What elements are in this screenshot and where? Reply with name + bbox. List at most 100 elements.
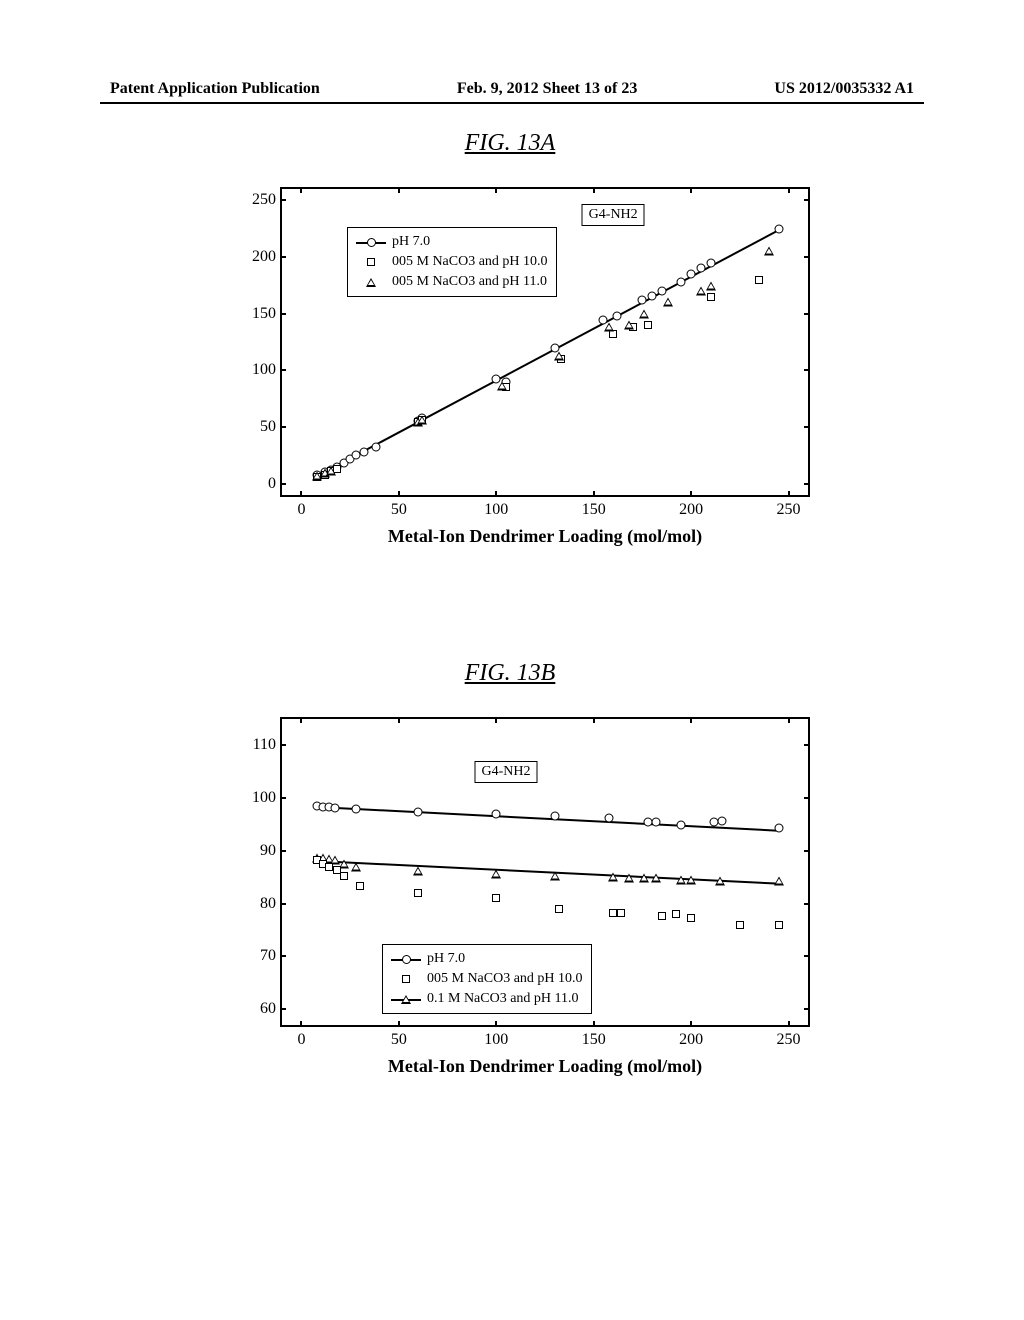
data-point-triangle (686, 876, 696, 885)
data-point-triangle (413, 866, 423, 875)
data-point-triangle (554, 351, 564, 360)
data-point-circle (677, 820, 686, 829)
data-point-circle (613, 311, 622, 320)
ytick-label: 100 (252, 361, 282, 379)
data-point-triangle (706, 282, 716, 291)
data-point-triangle (764, 247, 774, 256)
data-point-triangle (624, 873, 634, 882)
data-point-triangle (604, 323, 614, 332)
data-point-circle (677, 277, 686, 286)
chart-annotation: G4-NH2 (582, 204, 645, 226)
data-point-circle (648, 291, 657, 300)
data-point-square (617, 909, 625, 917)
data-point-square (775, 921, 783, 929)
data-point-circle (352, 804, 361, 813)
trend-line (317, 860, 779, 884)
data-point-square (687, 914, 695, 922)
data-point-triangle (608, 873, 618, 882)
xtick-label: 200 (679, 495, 703, 519)
data-point-square (707, 293, 715, 301)
data-point-circle (550, 811, 559, 820)
xtick-label: 100 (484, 495, 508, 519)
data-point-circle (492, 809, 501, 818)
header-divider (100, 102, 924, 104)
data-point-triangle (639, 874, 649, 883)
data-point-triangle (351, 862, 361, 871)
data-point-square (356, 882, 364, 890)
legend-label: pH 7.0 (427, 951, 465, 967)
data-point-circle (638, 296, 647, 305)
xtick-label: 100 (484, 1025, 508, 1049)
figure-13a-plot-area: 050100150200250050100150200250G4-NH2pH 7… (280, 187, 810, 497)
legend-label: 005 M NaCO3 and pH 11.0 (392, 274, 547, 290)
data-point-triangle (715, 877, 725, 886)
data-point-square (414, 889, 422, 897)
data-point-triangle (651, 874, 661, 883)
legend-label: 0.1 M NaCO3 and pH 11.0 (427, 991, 579, 1007)
figure-13a: FIG. 13A Extent of Binding (mol/mol) 050… (140, 130, 880, 547)
data-point-square (609, 909, 617, 917)
chart-annotation: G4-NH2 (475, 761, 538, 783)
xtick-label: 0 (297, 495, 305, 519)
ytick-label: 100 (252, 789, 282, 807)
data-point-square (755, 276, 763, 284)
data-point-circle (687, 270, 696, 279)
page-header: Patent Application Publication Feb. 9, 2… (0, 80, 1024, 98)
ytick-label: 60 (260, 1000, 282, 1018)
xtick-label: 250 (777, 1025, 801, 1049)
data-point-square (672, 910, 680, 918)
data-point-triangle (550, 871, 560, 880)
legend-item: 0.1 M NaCO3 and pH 11.0 (391, 989, 583, 1009)
chart-legend: pH 7.0 005 M NaCO3 and pH 10.0 005 M NaCO3… (347, 227, 557, 297)
figure-13a-chart: Extent of Binding (mol/mol) 050100150200… (190, 167, 830, 547)
ytick-label: 200 (252, 248, 282, 266)
data-point-square (736, 921, 744, 929)
chart-legend: pH 7.0 005 M NaCO3 and pH 10.0 0.1 M NaCO3… (382, 944, 592, 1014)
data-point-circle (652, 818, 661, 827)
figure-13a-title: FIG. 13A (140, 130, 880, 157)
data-point-circle (605, 813, 614, 822)
data-point-circle (718, 817, 727, 826)
legend-item: 005 M NaCO3 and pH 10.0 (391, 969, 583, 989)
figure-13b-title: FIG. 13B (140, 660, 880, 687)
xtick-label: 0 (297, 1025, 305, 1049)
data-point-square (492, 894, 500, 902)
ytick-label: 150 (252, 305, 282, 323)
data-point-triangle (696, 287, 706, 296)
ytick-label: 90 (260, 842, 282, 860)
data-point-circle (371, 443, 380, 452)
ytick-label: 70 (260, 947, 282, 965)
figure-13b: FIG. 13B Fractional Binding (mol/mol) 05… (140, 660, 880, 1077)
data-point-triangle (339, 860, 349, 869)
xtick-label: 50 (391, 1025, 407, 1049)
data-point-square (555, 905, 563, 913)
data-point-circle (706, 258, 715, 267)
data-point-square (644, 321, 652, 329)
data-point-triangle (491, 869, 501, 878)
xtick-label: 250 (777, 495, 801, 519)
legend-label: pH 7.0 (392, 234, 430, 250)
data-point-square (658, 912, 666, 920)
legend-label: 005 M NaCO3 and pH 10.0 (427, 971, 583, 987)
data-point-triangle (417, 416, 427, 425)
data-point-circle (330, 803, 339, 812)
ytick-label: 250 (252, 191, 282, 209)
legend-label: 005 M NaCO3 and pH 10.0 (392, 254, 548, 270)
data-point-circle (414, 808, 423, 817)
figure-13b-chart: Fractional Binding (mol/mol) 05010015020… (190, 697, 830, 1077)
header-left: Patent Application Publication (110, 80, 320, 98)
xtick-label: 150 (582, 495, 606, 519)
data-point-triangle (497, 382, 507, 391)
header-center: Feb. 9, 2012 Sheet 13 of 23 (457, 80, 637, 98)
data-point-circle (774, 824, 783, 833)
legend-item: 005 M NaCO3 and pH 10.0 (356, 252, 548, 272)
data-point-square (340, 872, 348, 880)
data-point-triangle (624, 321, 634, 330)
data-point-circle (359, 447, 368, 456)
data-point-circle (774, 224, 783, 233)
data-point-circle (696, 264, 705, 273)
legend-item: 005 M NaCO3 and pH 11.0 (356, 272, 548, 292)
header-right: US 2012/0035332 A1 (774, 80, 914, 98)
ytick-label: 110 (253, 736, 282, 754)
data-point-triangle (326, 467, 336, 476)
